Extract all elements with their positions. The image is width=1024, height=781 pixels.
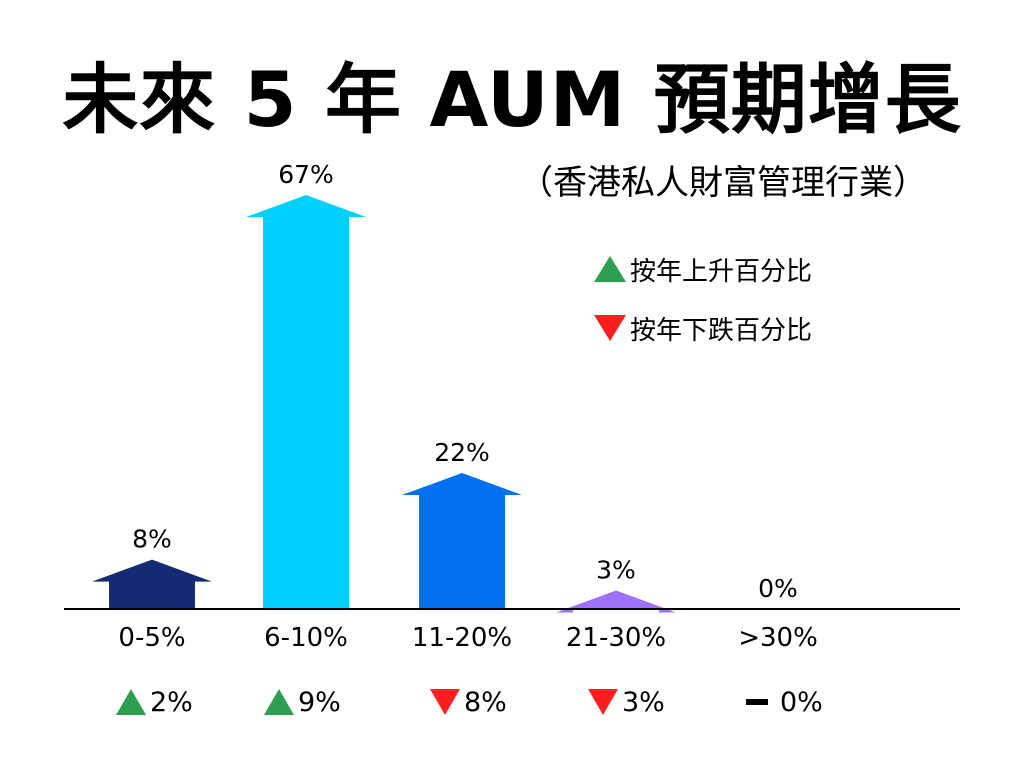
x-tick-label: 0-5% xyxy=(118,623,185,653)
value-label: 8% xyxy=(132,525,172,554)
legend-item-up: 按年上升百分比 xyxy=(594,252,813,287)
yoy-change-item: 0% xyxy=(746,680,823,724)
dash-icon xyxy=(746,699,768,705)
yoy-change-item: 8% xyxy=(430,680,507,724)
x-tick-label: 6-10% xyxy=(264,623,348,653)
yoy-change-value: 3% xyxy=(622,686,665,718)
legend-up-label: 按年上升百分比 xyxy=(630,256,813,287)
bar-0-5% xyxy=(92,559,212,609)
yoy-change-item: 9% xyxy=(264,680,341,724)
bar-21-30% xyxy=(556,590,676,613)
bar-11-20% xyxy=(402,473,522,609)
x-tick-label: 11-20% xyxy=(412,623,512,653)
legend-item-down: 按年下跌百分比 xyxy=(594,311,813,346)
up-triangle-icon xyxy=(264,689,294,715)
yoy-change-value: 9% xyxy=(298,686,341,718)
yoy-change-item: 2% xyxy=(116,680,193,724)
down-triangle-icon xyxy=(588,689,618,715)
yoy-change-value: 0% xyxy=(780,686,823,718)
chart-title: 未來 5 年 AUM 預期增長 xyxy=(62,55,962,144)
yoy-change-value: 8% xyxy=(464,686,507,718)
up-triangle-icon xyxy=(116,689,146,715)
value-label: 67% xyxy=(278,160,334,189)
bar-6-10% xyxy=(246,195,366,609)
legend-down-label: 按年下跌百分比 xyxy=(630,315,813,346)
yoy-change-item: 3% xyxy=(588,680,665,724)
value-label: 0% xyxy=(758,574,798,603)
yoy-change-value: 2% xyxy=(150,686,193,718)
down-triangle-icon xyxy=(594,315,626,341)
down-triangle-icon xyxy=(430,689,460,715)
yoy-change-row: 2% 9% 8% 3% 0% xyxy=(0,680,1024,724)
value-label: 22% xyxy=(434,438,490,467)
x-tick-label: >30% xyxy=(738,623,818,653)
x-tick-label: 21-30% xyxy=(566,623,666,653)
chart-subtitle: （香港私人財富管理行業） xyxy=(519,163,927,203)
value-label: 3% xyxy=(596,555,636,584)
up-triangle-icon xyxy=(594,256,626,282)
